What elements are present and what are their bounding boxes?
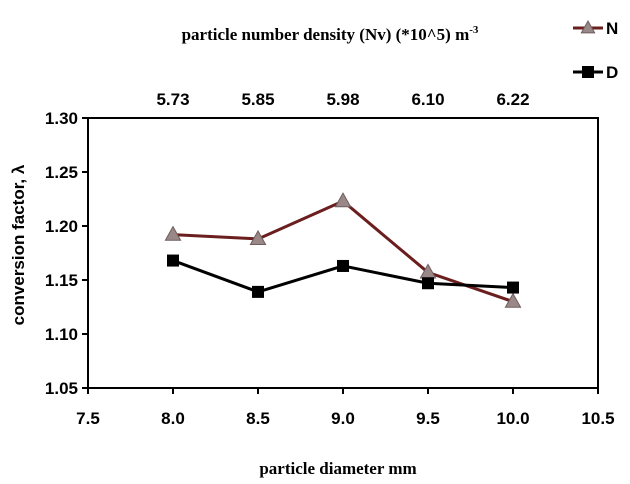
x-tick-label: 8.5	[246, 409, 270, 428]
series-layer	[164, 192, 522, 308]
x-tick-label: 9.0	[331, 409, 355, 428]
chart-title-superscript: -3	[469, 24, 479, 36]
legend: ND	[573, 19, 618, 82]
data-point-D	[337, 259, 349, 272]
y-axis-ticks: 1.05 1.10 1.15 1.20 1.25 1.30	[45, 109, 88, 398]
y-tick-label: 1.25	[45, 163, 78, 182]
data-point-D	[252, 285, 264, 298]
y-tick-label: 1.20	[45, 217, 78, 236]
y-axis-label: conversion factor, λ	[9, 164, 28, 325]
legend-marker-D	[582, 66, 594, 78]
data-point-N	[249, 229, 267, 246]
x-tick-label: 7.5	[76, 409, 100, 428]
top-axis-tick-label: 5.98	[326, 90, 359, 109]
x-tick-label: 9.5	[416, 409, 440, 428]
data-point-N	[504, 292, 522, 308]
series-line-N	[172, 199, 514, 304]
top-axis-tick-label: 5.73	[156, 90, 189, 109]
chart-title-text: particle number density (Nv) (*10^5) m	[182, 25, 470, 44]
x-axis-label: particle diameter mm	[259, 459, 416, 478]
x-tick-label: 8.0	[161, 409, 185, 428]
top-axis-tick-label: 5.85	[241, 90, 274, 109]
legend-label-D: D	[606, 63, 618, 82]
data-point-N	[164, 225, 182, 241]
y-tick-label: 1.30	[45, 109, 78, 128]
data-point-N	[334, 192, 352, 208]
x-tick-label: 10.0	[496, 409, 529, 428]
x-axis-ticks: 7.5 8.0 8.5 9.0 9.5 10.0 10.5	[76, 388, 615, 428]
top-axis-tick-label: 6.10	[411, 90, 444, 109]
x-tick-label: 10.5	[581, 409, 614, 428]
y-tick-label: 1.15	[45, 271, 78, 290]
y-tick-label: 1.10	[45, 325, 78, 344]
data-point-D	[167, 254, 179, 267]
data-point-D	[507, 281, 519, 294]
data-point-D	[422, 277, 434, 290]
plot-area	[87, 117, 599, 389]
legend-label-N: N	[606, 19, 618, 38]
top-axis-ticks: 5.73 5.85 5.98 6.10 6.22	[156, 90, 529, 109]
y-tick-label: 1.05	[45, 379, 78, 398]
legend-marker-N	[580, 19, 596, 34]
top-axis-tick-label: 6.22	[496, 90, 529, 109]
chart-title: particle number density (Nv) (*10^5) m-3	[182, 24, 479, 44]
